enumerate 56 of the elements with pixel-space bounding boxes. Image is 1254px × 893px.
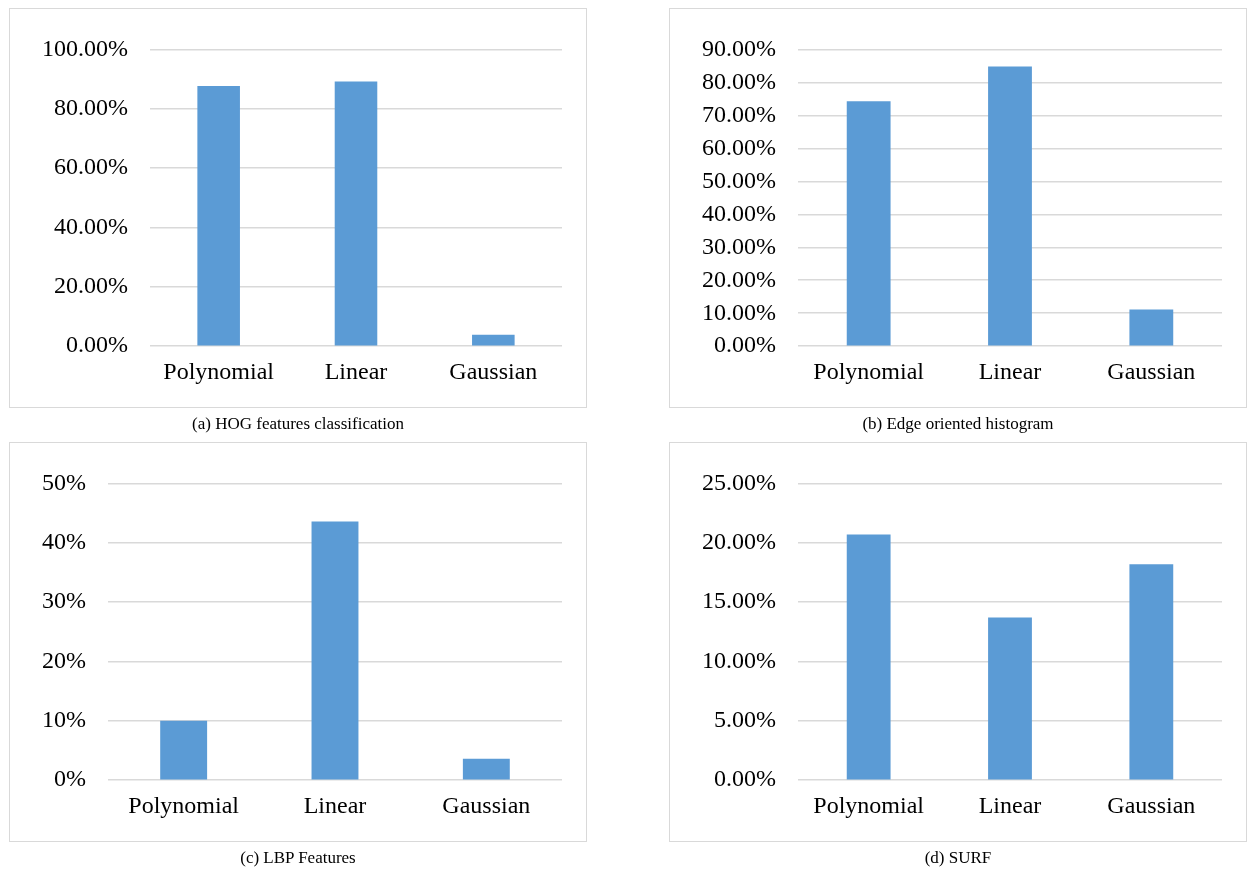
y-tick-label: 80.00% (701, 67, 776, 94)
bar (472, 334, 515, 346)
y-tick-label: 70.00% (701, 100, 776, 127)
text: (c) LBP Features (240, 848, 356, 869)
y-tick-label: 40.00% (701, 199, 776, 226)
y-tick-label: 20.00% (53, 272, 128, 299)
y-tick-label: 30% (41, 587, 86, 614)
y-tick-label: 0.00% (65, 331, 128, 358)
x-tick-label: Polynomial (813, 791, 925, 818)
x-tick-label: Linear (978, 791, 1042, 818)
x-tick-label: Linear (303, 791, 367, 818)
y-tick-label: 20% (41, 646, 86, 673)
x-tick-label: Polynomial (128, 791, 240, 818)
x-tick-label: Gaussian (449, 357, 538, 384)
y-tick-label: 40.00% (53, 212, 128, 239)
bar (334, 81, 378, 346)
x-tick-label: Polynomial (813, 357, 925, 384)
text: (a) HOG features classification (192, 414, 404, 435)
y-tick-label: 80.00% (53, 94, 128, 121)
y-tick-label: 5.00% (713, 706, 776, 733)
bar (311, 521, 359, 780)
bar (988, 66, 1032, 346)
x-tick-label: Gaussian (1107, 791, 1196, 818)
y-tick-label: 0% (53, 765, 86, 792)
y-tick-label: 30.00% (701, 232, 776, 259)
bar (197, 85, 240, 346)
x-tick-label: Polynomial (163, 357, 275, 384)
y-tick-label: 10.00% (701, 646, 776, 673)
bar (846, 534, 891, 780)
bar (846, 101, 891, 346)
bar (1129, 564, 1174, 780)
text: (d) SURF (924, 848, 992, 869)
y-tick-label: 0.00% (713, 331, 776, 358)
bar (462, 758, 510, 780)
y-tick-label: 50.00% (701, 166, 776, 193)
y-tick-label: 90.00% (701, 34, 776, 61)
x-tick-label: Linear (324, 357, 388, 384)
y-tick-label: 60.00% (701, 133, 776, 160)
y-tick-label: 20.00% (701, 265, 776, 292)
y-tick-label: 10.00% (701, 298, 776, 325)
y-tick-label: 100.00% (41, 34, 128, 61)
x-tick-label: Gaussian (1107, 357, 1196, 384)
x-tick-label: Linear (978, 357, 1042, 384)
bar (160, 720, 208, 780)
y-tick-label: 50% (41, 468, 86, 495)
x-tick-label: Gaussian (442, 791, 531, 818)
y-tick-label: 10% (41, 706, 86, 733)
y-tick-label: 15.00% (701, 587, 776, 614)
bar (988, 617, 1032, 780)
y-tick-label: 60.00% (53, 153, 128, 180)
y-tick-label: 40% (41, 528, 86, 555)
y-tick-label: 0.00% (713, 765, 776, 792)
y-tick-label: 25.00% (701, 468, 776, 495)
y-tick-label: 20.00% (701, 528, 776, 555)
text: (b) Edge oriented histogram (862, 414, 1054, 435)
bar (1129, 309, 1174, 346)
